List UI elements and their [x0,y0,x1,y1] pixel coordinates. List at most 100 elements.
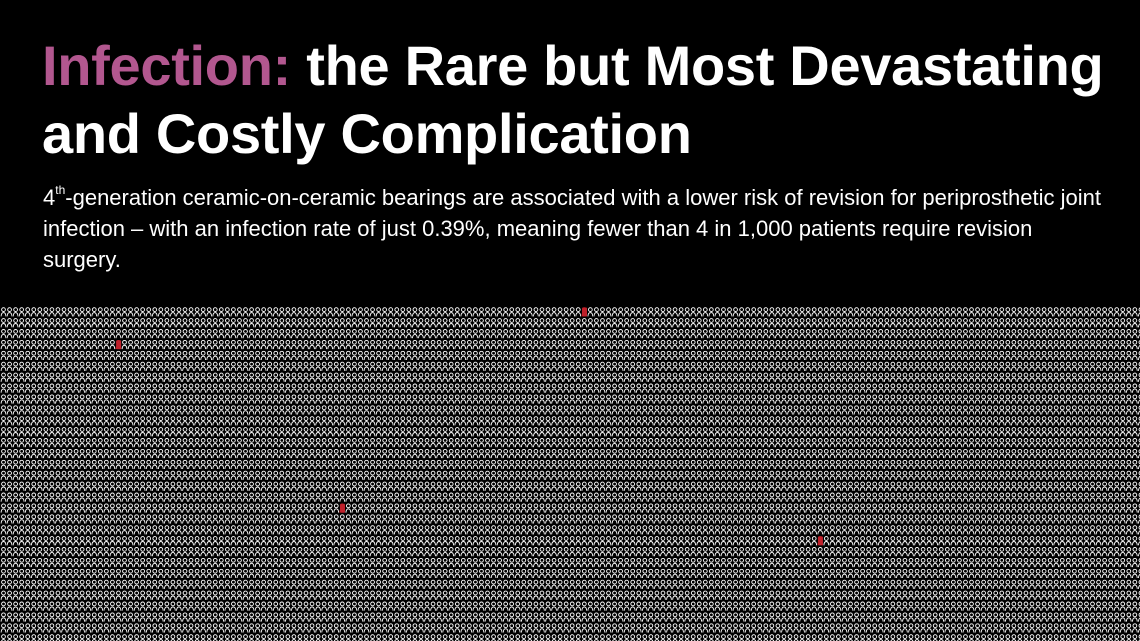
patient-icon [998,492,1005,503]
patient-icon [768,339,775,350]
patient-icon [599,361,606,372]
patient-icon [1107,525,1114,535]
patient-icon [811,383,818,394]
patient-icon [750,383,757,394]
patient-icon [0,470,7,481]
patient-icon [768,579,775,590]
patient-icon [714,568,721,579]
patient-icon [194,350,200,361]
patient-icon [466,361,473,372]
patient-icon [1131,503,1138,514]
patient-icon [79,459,86,470]
patient-icon [91,590,98,601]
patient-icon [823,568,830,579]
patient-icon [230,590,237,601]
patient-icon [1010,536,1017,546]
patient-icon [502,307,509,317]
patient-icon [127,361,134,372]
patient-icon [436,350,442,361]
patient-icon [49,557,55,568]
patient-icon [986,503,993,514]
patient-icon [950,329,957,339]
patient-icon [702,481,709,492]
patient-icon [823,514,830,524]
patient-icon [333,405,340,415]
patient-icon [145,536,152,546]
patient-icon [992,394,999,405]
patient-icon [285,579,291,590]
patient-icon [406,394,412,405]
patient-icon [768,329,775,339]
patient-icon [73,536,79,546]
patient-icon [206,557,213,568]
patient-icon [998,438,1005,448]
patient-icon [569,350,576,361]
patient-icon [406,361,412,372]
patient-icon [877,405,884,415]
patient-icon [176,590,182,601]
patient-icon [563,547,570,557]
patient-icon [775,568,781,579]
patient-icon [363,394,370,405]
patient-icon [1119,525,1126,535]
patient-icon [805,350,812,361]
patient-icon [121,318,128,328]
patient-icon [484,339,491,350]
patient-icon [291,547,297,557]
patient-icon [1101,448,1108,459]
patient-icon [321,329,327,339]
patient-icon [484,416,491,426]
patient-icon [1047,568,1054,579]
patient-icon [811,318,818,328]
patient-icon [654,536,660,546]
patient-icon [381,339,388,350]
patient-icon [605,427,612,437]
patient-icon [569,318,576,328]
patient-icon [926,394,933,405]
patient-icon [581,318,588,328]
patient-icon [315,307,321,317]
patient-icon [787,525,793,535]
patient-icon [97,383,104,394]
patient-icon [605,557,612,568]
patient-icon [520,525,527,535]
patient-icon [690,492,697,503]
patient-icon [514,459,521,470]
patient-icon [97,470,104,481]
patient-icon [696,492,703,503]
patient-icon [847,438,854,448]
patient-icon [889,318,896,328]
patient-icon [315,536,321,546]
patient-icon [508,579,515,590]
patient-icon [678,448,684,459]
patient-icon [103,470,110,481]
patient-icon [896,481,902,492]
patient-icon [248,536,255,546]
patient-icon [980,481,987,492]
patient-icon [992,547,999,557]
patient-icon [1059,383,1066,394]
patient-icon [992,438,999,448]
patient-icon [502,329,509,339]
patient-icon [1071,492,1078,503]
patient-icon [920,547,926,557]
patient-icon [315,590,321,601]
patient-icon [315,329,321,339]
patient-icon [278,438,285,448]
patient-icon [623,481,630,492]
patient-icon [278,514,285,524]
patient-icon [224,579,231,590]
patient-icon [254,459,261,470]
patient-icon [896,514,902,524]
patient-icon [375,536,382,546]
patient-icon [91,459,98,470]
patient-icon [351,427,358,437]
patient-icon [1059,405,1066,415]
patient-icon [85,329,92,339]
patient-icon [799,427,805,437]
patient-icon [218,350,225,361]
patient-icon [212,503,219,514]
patient-icon [793,405,799,415]
patient-icon [762,350,769,361]
patient-icon [79,448,86,459]
